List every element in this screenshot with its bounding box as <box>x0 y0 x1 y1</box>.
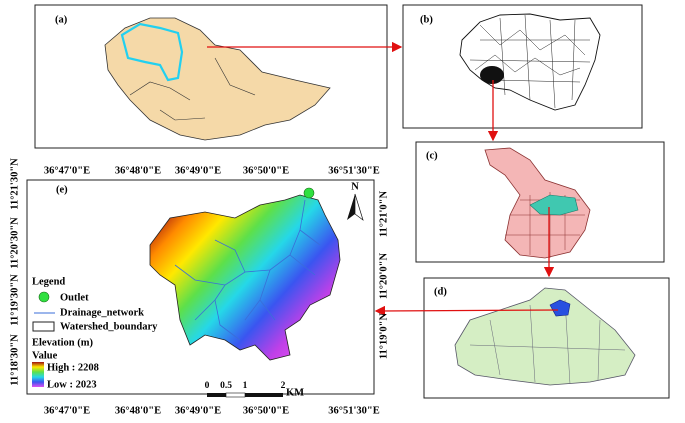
x-coordinate-label: 36°47'0"E <box>44 165 90 176</box>
x-coordinate-label: 36°50'0"E <box>243 405 289 416</box>
legend-label: Low : 2023 <box>47 379 97 390</box>
watershed-dem <box>149 194 341 361</box>
legend-label: Elevation (m) <box>32 337 93 348</box>
scale-bar <box>207 393 226 397</box>
legend-label: Value <box>32 350 58 361</box>
x-coordinate-label: 36°49'0"E <box>175 405 221 416</box>
x-coordinate-label: 36°51'30"E <box>328 405 379 416</box>
panel-label: (b) <box>420 14 433 25</box>
y-coordinate-label: 11°20'30"N <box>9 217 20 269</box>
x-coordinate-label: 36°49'0"E <box>175 165 221 176</box>
north-label: N <box>351 181 359 192</box>
panel-label: (e) <box>56 184 68 195</box>
district-highlight <box>480 66 504 84</box>
legend-boundary-symbol <box>32 321 55 332</box>
north-arrow <box>347 194 355 220</box>
panel-label: (d) <box>434 286 447 297</box>
y-coordinate-label: 11°19'0"N <box>378 312 389 359</box>
scale-bar <box>225 392 246 398</box>
scale-unit: KM <box>286 387 304 398</box>
legend-title: Legend <box>32 276 65 287</box>
region-borders <box>129 57 256 121</box>
kebele-borders <box>469 299 626 385</box>
coordinate-labels: 36°47'0"E 36°48'0"E 36°49'0"E 36°50'0"E 36°5… <box>9 158 389 417</box>
outlet-point <box>303 187 315 199</box>
scale-label: 2 <box>281 381 286 391</box>
scale-label: 0.5 <box>220 381 232 391</box>
woreda-highlight <box>529 194 579 216</box>
watershed-location <box>549 299 571 317</box>
country-map <box>104 17 331 141</box>
scale-bar <box>245 393 283 397</box>
legend-color-ramp <box>32 362 44 387</box>
zone-map <box>459 13 601 111</box>
x-coordinate-label: 36°51'30"E <box>328 165 379 176</box>
legend-outlet-symbol <box>38 291 50 303</box>
region-highlight <box>120 22 184 82</box>
woreda-map <box>454 287 636 386</box>
y-coordinate-label: 11°20'0"N <box>378 252 389 299</box>
district-borders <box>469 14 591 109</box>
panel-label: (c) <box>426 150 438 161</box>
y-coordinate-label: 11°18'30"N <box>9 334 20 386</box>
legend-label: Watershed_boundary <box>60 321 158 332</box>
x-coordinate-label: 36°47'0"E <box>44 405 90 416</box>
legend-label: High : 2208 <box>47 362 99 373</box>
y-coordinate-label: 11°19'30"N <box>9 274 20 326</box>
x-coordinate-label: 36°48'0"E <box>115 165 161 176</box>
y-coordinate-label: 11°21'30"N <box>9 158 20 210</box>
x-coordinate-label: 36°50'0"E <box>243 165 289 176</box>
panel-label: (a) <box>55 14 68 25</box>
scale-label: 1 <box>243 381 248 391</box>
y-coordinate-label: 11°21'0"N <box>378 190 389 237</box>
arrow <box>374 305 559 317</box>
scale-label: 0 <box>205 381 210 391</box>
drainage-network <box>174 199 321 341</box>
legend-label: Outlet <box>60 292 89 303</box>
north-arrow <box>354 193 364 221</box>
x-coordinate-label: 36°48'0"E <box>115 405 161 416</box>
legend-label: Drainage_network <box>60 307 144 318</box>
scale-labels: 0 0.5 1 2 <box>205 381 286 391</box>
